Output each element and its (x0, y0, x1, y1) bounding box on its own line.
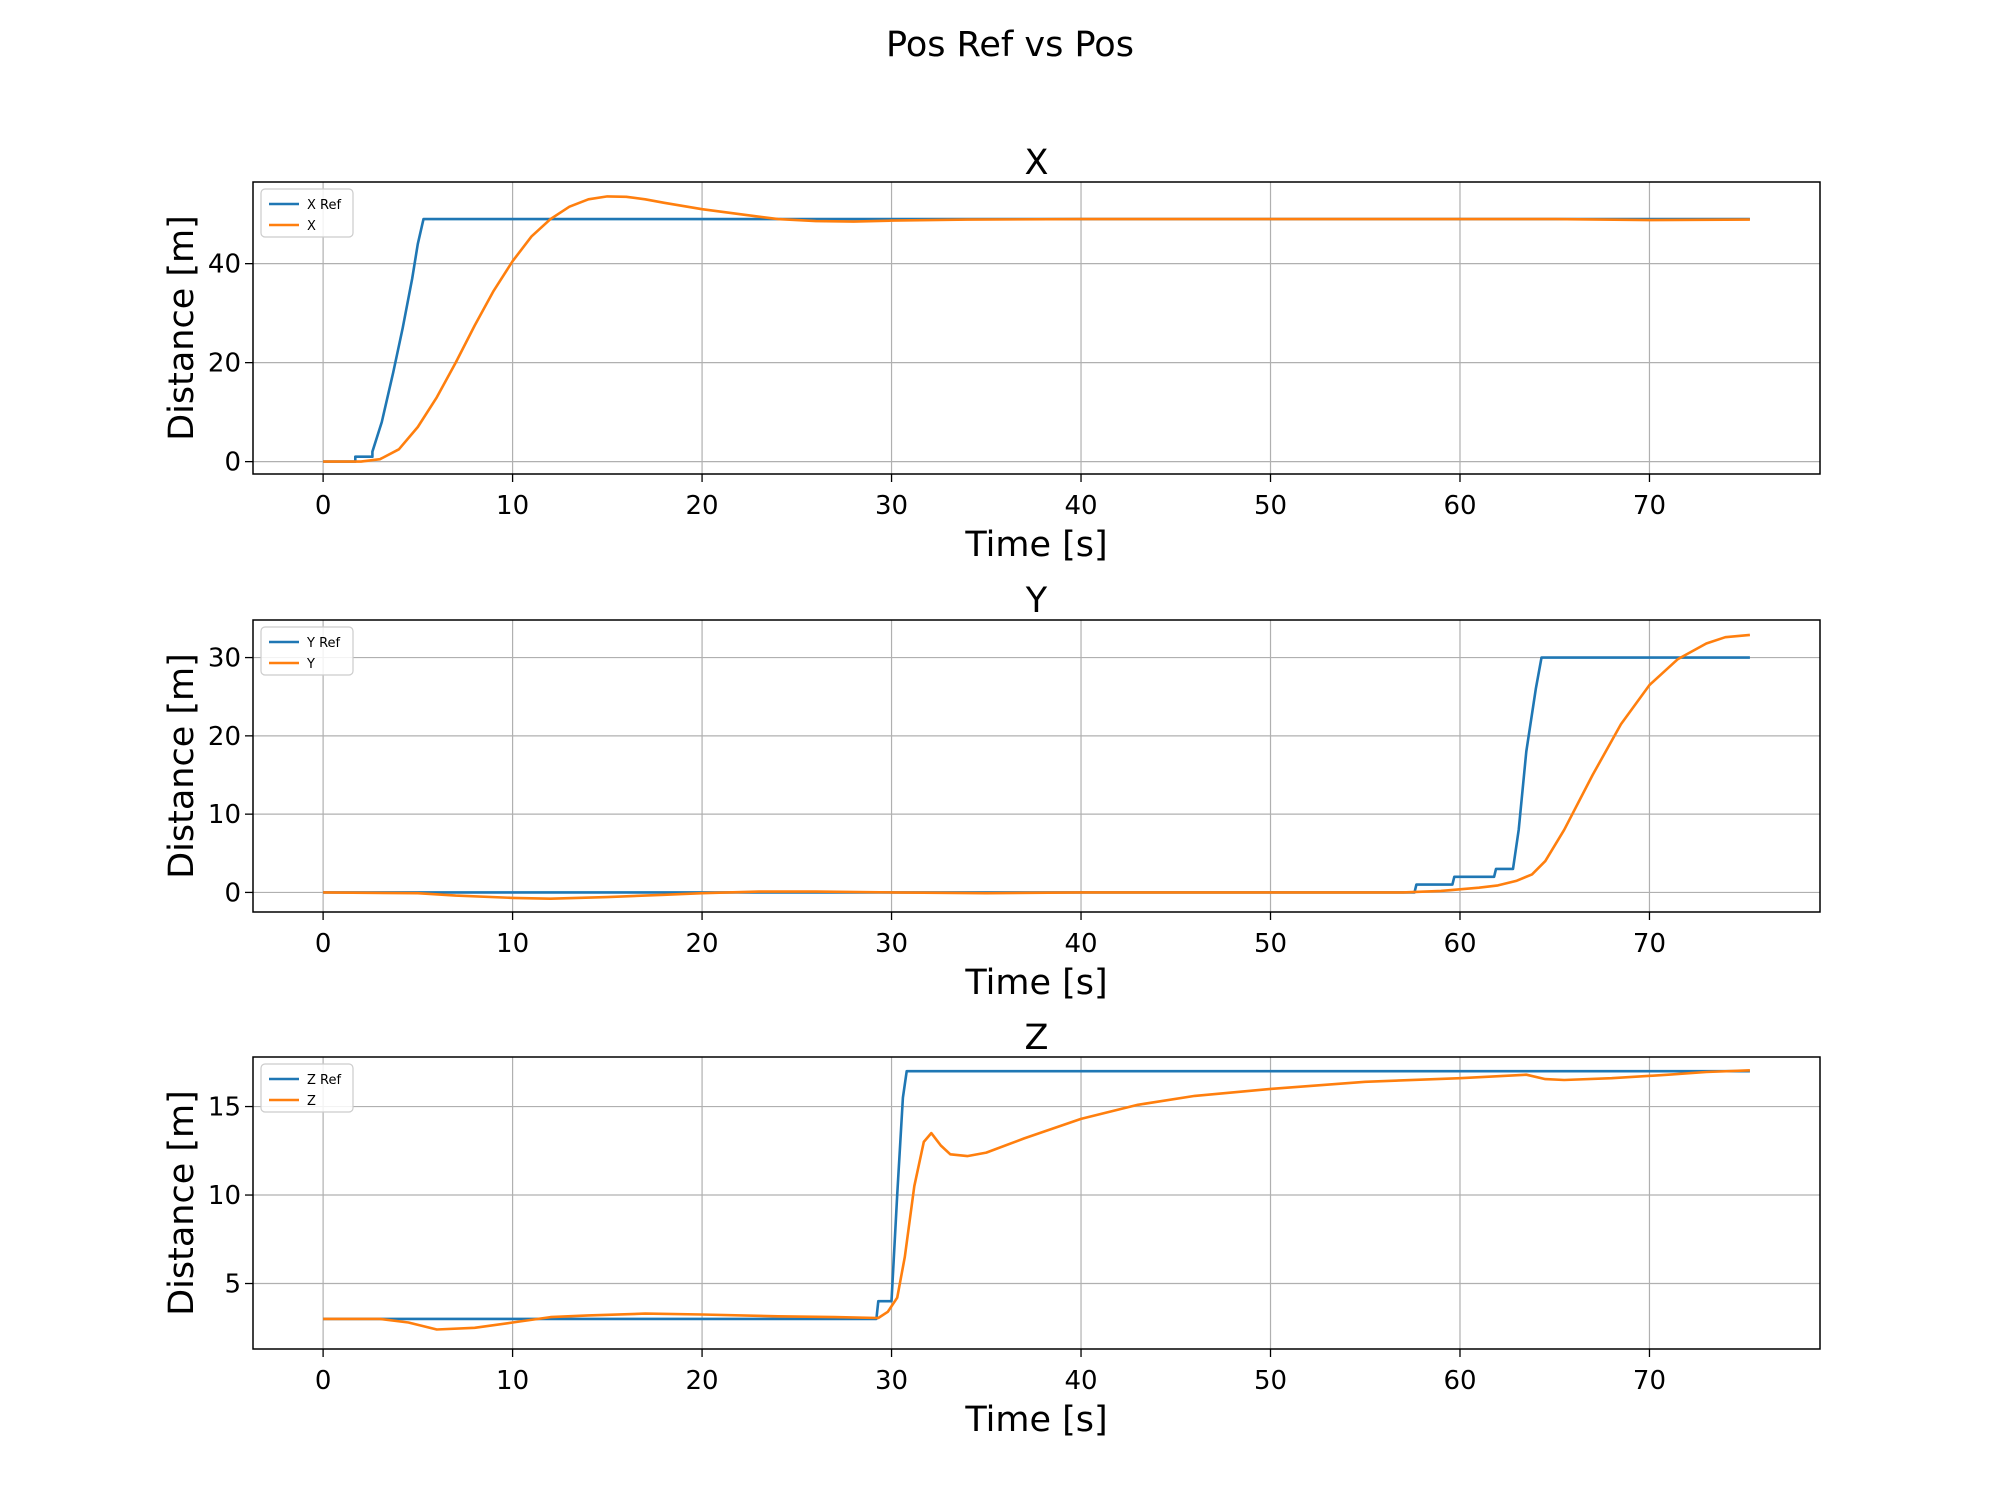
x-tick-label: 70 (1633, 929, 1666, 959)
y-tick-label: 10 (208, 1181, 241, 1211)
subplot-title: X (1025, 143, 1049, 183)
y-tick-label: 0 (224, 878, 241, 908)
panel-x: 0 10 20 30 40 50 60 70 0 20 40 X Time [s] Distance [m… (162, 143, 1821, 565)
x-tick-label: 30 (875, 1366, 908, 1396)
series-line-z-ref (323, 1069, 1750, 1321)
x-tick-label: 0 (315, 491, 332, 521)
legend-label: Y Ref (306, 636, 341, 651)
x-tick-label: 50 (1254, 491, 1287, 521)
series-line-z (323, 1069, 1750, 1331)
x-axis-label: Time [s] (964, 525, 1107, 565)
x-tick-label: 40 (1064, 929, 1097, 959)
x-tick-label: 30 (875, 929, 908, 959)
y-axis-label: Distance [m] (162, 653, 202, 879)
x-tick-label: 40 (1064, 491, 1097, 521)
figure-suptitle: Pos Ref vs Pos (886, 25, 1134, 65)
x-tick-label: 10 (496, 491, 529, 521)
legend-label: Y (306, 657, 315, 672)
x-tick-label: 30 (875, 491, 908, 521)
x-tick-label: 10 (496, 929, 529, 959)
series-line-y (323, 633, 1751, 900)
series-line-x (323, 195, 1750, 463)
x-tick-label: 50 (1254, 1366, 1287, 1396)
y-axis-label: Distance [m] (162, 1090, 202, 1316)
y-tick-label: 40 (208, 250, 241, 280)
y-tick-label: 20 (208, 722, 241, 752)
x-tick-label: 10 (496, 1366, 529, 1396)
x-axis-label: Time [s] (964, 963, 1107, 1003)
x-tick-label: 60 (1443, 1366, 1476, 1396)
axes-frame (252, 181, 1821, 475)
panel-z: 0 10 20 30 40 50 60 70 5 10 15 Z Time [s] Distance [m… (162, 1018, 1821, 1440)
x-tick-label: 0 (315, 1366, 332, 1396)
x-tick-label: 60 (1443, 491, 1476, 521)
legend-label: X (307, 219, 316, 234)
x-tick-label: 40 (1064, 1366, 1097, 1396)
subplot-title: Y (1025, 581, 1048, 621)
y-axis-label: Distance [m] (162, 215, 202, 441)
x-tick-label: 0 (315, 929, 332, 959)
legend-label: X Ref (307, 198, 341, 213)
axes-frame (252, 619, 1821, 913)
y-tick-label: 0 (224, 448, 241, 478)
y-tick-label: 30 (208, 644, 241, 674)
series-line-x-ref (323, 217, 1750, 463)
x-tick-label: 60 (1443, 929, 1476, 959)
x-tick-label: 20 (686, 929, 719, 959)
x-tick-label: 70 (1633, 1366, 1666, 1396)
x-axis-label: Time [s] (964, 1400, 1107, 1440)
x-tick-label: 20 (686, 491, 719, 521)
y-tick-label: 5 (224, 1270, 241, 1300)
series-line-y-ref (323, 656, 1750, 894)
x-tick-label: 50 (1254, 929, 1287, 959)
subplot-title: Z (1025, 1018, 1049, 1058)
legend-label: Z (307, 1094, 316, 1109)
axes-frame (252, 1056, 1821, 1350)
y-tick-label: 15 (208, 1093, 241, 1123)
panel-y: 0 10 20 30 40 50 60 70 0 10 20 30 Y Time [s] Distance … (162, 581, 1821, 1003)
legend-label: Z Ref (307, 1073, 341, 1088)
x-tick-label: 70 (1633, 491, 1666, 521)
y-tick-label: 10 (208, 800, 241, 830)
y-tick-label: 20 (208, 349, 241, 379)
x-tick-label: 20 (686, 1366, 719, 1396)
